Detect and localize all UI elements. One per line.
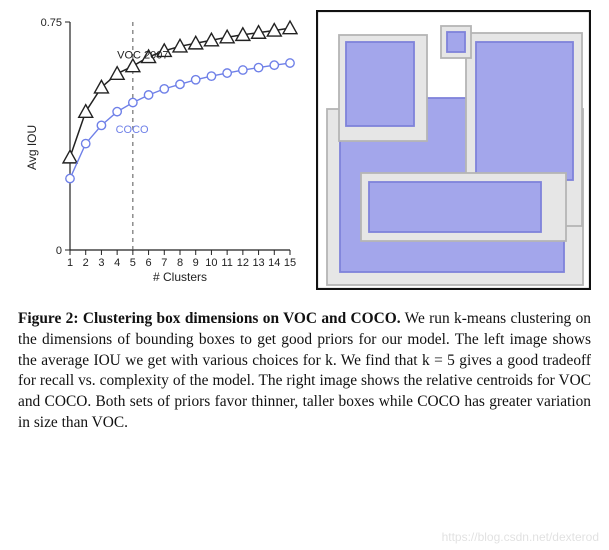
svg-text:4: 4 (114, 257, 120, 269)
svg-text:Avg IOU: Avg IOU (25, 125, 39, 170)
figure-caption: Figure 2: Clustering box dimensions on V… (18, 309, 591, 434)
centroid-boxes (316, 10, 591, 290)
iou-chart-svg: 00.75123456789101112131415# ClustersAvg … (18, 10, 298, 295)
svg-text:8: 8 (177, 257, 183, 269)
svg-text:VOC 2007: VOC 2007 (117, 49, 168, 61)
page: 00.75123456789101112131415# ClustersAvg … (0, 0, 609, 550)
figure-row: 00.75123456789101112131415# ClustersAvg … (18, 10, 591, 295)
svg-text:9: 9 (193, 257, 199, 269)
iou-chart: 00.75123456789101112131415# ClustersAvg … (18, 10, 298, 295)
centroid-boxes-svg (316, 10, 591, 290)
caption-label: Figure 2: (18, 310, 79, 327)
svg-text:0.75: 0.75 (41, 17, 62, 29)
caption-body: We run k-means clustering on the dimensi… (18, 310, 591, 431)
svg-text:COCO: COCO (116, 124, 149, 136)
svg-text:5: 5 (130, 257, 136, 269)
svg-text:14: 14 (268, 257, 280, 269)
svg-text:15: 15 (284, 257, 296, 269)
svg-text:# Clusters: # Clusters (153, 270, 207, 284)
svg-text:10: 10 (205, 257, 217, 269)
svg-text:3: 3 (98, 257, 104, 269)
svg-text:13: 13 (252, 257, 264, 269)
svg-text:0: 0 (56, 245, 62, 257)
svg-text:2: 2 (83, 257, 89, 269)
svg-text:12: 12 (237, 257, 249, 269)
watermark: https://blog.csdn.net/dexterod (442, 530, 599, 544)
caption-title: Clustering box dimensions on VOC and COC… (83, 310, 401, 327)
svg-text:7: 7 (161, 257, 167, 269)
svg-text:1: 1 (67, 257, 73, 269)
svg-text:6: 6 (146, 257, 152, 269)
svg-text:11: 11 (221, 257, 232, 269)
